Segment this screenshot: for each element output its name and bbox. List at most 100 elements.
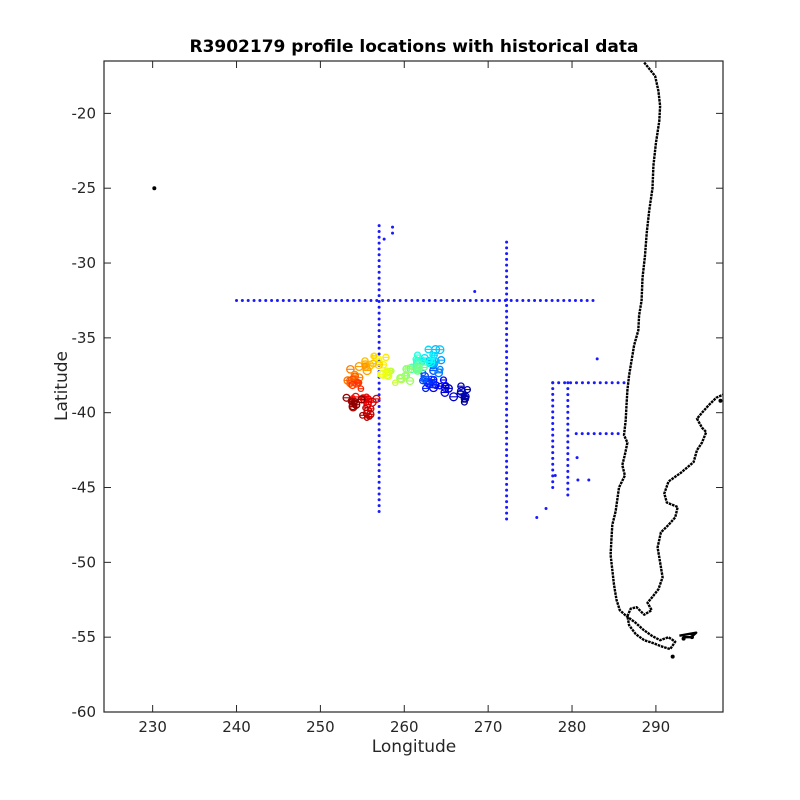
historical-point bbox=[586, 381, 590, 385]
historical-point bbox=[566, 458, 570, 462]
historical-point bbox=[595, 357, 599, 361]
coastline-segment bbox=[679, 631, 698, 639]
historical-point bbox=[566, 493, 570, 497]
historical-point bbox=[246, 298, 250, 302]
historical-point bbox=[574, 432, 578, 436]
historical-point bbox=[377, 463, 381, 467]
historical-point bbox=[544, 298, 548, 302]
historical-point bbox=[377, 434, 381, 438]
historical-point bbox=[574, 381, 578, 385]
historical-point bbox=[535, 515, 539, 519]
historical-point bbox=[377, 422, 381, 426]
historical-point bbox=[505, 280, 509, 284]
historical-point bbox=[505, 482, 509, 486]
historical-point bbox=[369, 298, 373, 302]
historical-point bbox=[505, 419, 509, 423]
historical-point bbox=[586, 432, 590, 436]
historical-point bbox=[377, 428, 381, 432]
historical-point bbox=[322, 298, 326, 302]
historical-point bbox=[585, 298, 589, 302]
historical-point bbox=[551, 474, 555, 478]
historical-point bbox=[505, 453, 509, 457]
x-axis-label: Longitude bbox=[372, 737, 457, 757]
historical-point bbox=[505, 344, 509, 348]
historical-point bbox=[398, 298, 402, 302]
historical-point bbox=[377, 387, 381, 391]
historical-point bbox=[505, 373, 509, 377]
y-tick-label: -20 bbox=[72, 104, 97, 122]
historical-point bbox=[551, 410, 555, 414]
historical-point bbox=[377, 445, 381, 449]
historical-point bbox=[551, 462, 555, 466]
historical-point bbox=[505, 500, 509, 504]
historical-point bbox=[377, 492, 381, 496]
historical-point bbox=[550, 298, 554, 302]
historical-point bbox=[316, 298, 320, 302]
island-point bbox=[689, 635, 694, 640]
island-point bbox=[670, 654, 675, 659]
historical-point bbox=[505, 442, 509, 446]
historical-point bbox=[579, 298, 583, 302]
historical-point bbox=[551, 486, 555, 490]
historical-point bbox=[457, 298, 461, 302]
historical-point bbox=[445, 298, 449, 302]
historical-point bbox=[610, 432, 614, 436]
historical-point bbox=[480, 298, 484, 302]
historical-point bbox=[377, 264, 381, 268]
historical-point bbox=[474, 298, 478, 302]
axis-layer: 230 240 250 260 270 280 290 -20 -25 -30 -35 -40 -45 -… bbox=[72, 61, 723, 736]
historical-point bbox=[575, 456, 579, 460]
island-point bbox=[718, 398, 723, 403]
historical-point bbox=[505, 332, 509, 336]
historical-point bbox=[377, 235, 381, 239]
x-tick-label: 230 bbox=[138, 718, 167, 736]
historical-point bbox=[505, 494, 509, 498]
historical-point bbox=[377, 311, 381, 315]
historical-point bbox=[505, 286, 509, 290]
historical-point bbox=[566, 398, 570, 402]
historical-point bbox=[551, 468, 555, 472]
historical-point bbox=[566, 475, 570, 479]
historical-point bbox=[258, 298, 262, 302]
historical-point bbox=[505, 298, 509, 302]
historical-point bbox=[252, 298, 256, 302]
y-tick-label: -25 bbox=[72, 179, 97, 197]
historical-point bbox=[598, 432, 602, 436]
historical-point bbox=[363, 298, 367, 302]
historical-point bbox=[377, 416, 381, 420]
historical-point bbox=[287, 298, 291, 302]
historical-point bbox=[391, 231, 395, 235]
historical-point bbox=[563, 381, 567, 385]
profile-marker bbox=[420, 376, 428, 383]
historical-point bbox=[427, 298, 431, 302]
historical-point bbox=[505, 396, 509, 400]
historical-point bbox=[377, 404, 381, 408]
historical-point bbox=[566, 387, 570, 391]
y-tick-label: -40 bbox=[72, 404, 97, 422]
historical-point bbox=[416, 298, 420, 302]
historical-point bbox=[505, 304, 509, 308]
historical-point bbox=[616, 432, 620, 436]
historical-point bbox=[377, 480, 381, 484]
historical-point bbox=[505, 517, 509, 521]
historical-point bbox=[505, 413, 509, 417]
historical-point bbox=[538, 298, 542, 302]
historical-point bbox=[377, 253, 381, 257]
historical-point bbox=[551, 421, 555, 425]
historical-point bbox=[377, 474, 381, 478]
historical-point bbox=[587, 478, 591, 482]
historical-point bbox=[505, 275, 509, 279]
historical-point bbox=[357, 298, 361, 302]
historical-point bbox=[270, 298, 274, 302]
x-tick-label: 260 bbox=[390, 718, 419, 736]
historical-point bbox=[551, 427, 555, 431]
historical-point bbox=[566, 404, 570, 408]
historical-point bbox=[377, 410, 381, 414]
historical-point bbox=[505, 384, 509, 388]
historical-point bbox=[377, 270, 381, 274]
historical-point bbox=[562, 298, 566, 302]
historical-point bbox=[386, 298, 390, 302]
historical-point bbox=[275, 298, 279, 302]
historical-point bbox=[505, 246, 509, 250]
